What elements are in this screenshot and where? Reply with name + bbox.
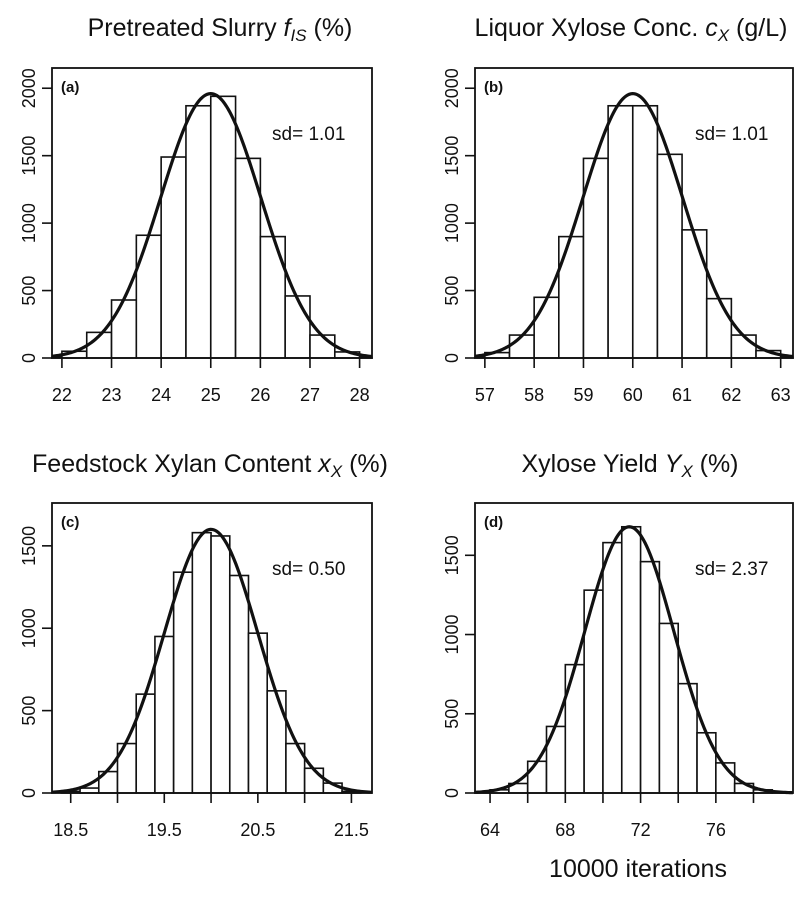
x-tick-label: 57 — [475, 385, 495, 405]
y-tick-label: 0 — [19, 788, 39, 798]
panel-b: 57 58 59 60 61 62 63 0 500 1000 1500 2000 (b) sd= 1.0… — [442, 67, 794, 405]
normal-fit-curve — [474, 525, 794, 795]
histogram-bar — [602, 541, 623, 794]
y-tick-label: 1500 — [442, 136, 462, 176]
panel-d: 64 68 72 76 0 500 1000 1500 (d) sd= 2.37 — [442, 502, 794, 840]
histogram-bar — [266, 690, 287, 794]
histogram-bar — [309, 334, 336, 359]
histogram-bar — [631, 104, 659, 359]
histogram-bar — [558, 235, 585, 359]
histogram-bar — [110, 299, 138, 359]
panel-letter: (b) — [484, 79, 503, 96]
sd-label: sd= 1.01 — [695, 124, 768, 145]
panel-title-d: Xylose Yield YX (%) — [521, 450, 739, 481]
histogram-bar — [681, 229, 708, 359]
iterations-label: 10000 iterations — [549, 855, 727, 883]
y-tick-label: 1000 — [442, 203, 462, 243]
histogram-bar — [730, 334, 757, 359]
histogram-bar — [705, 297, 733, 359]
x-tick-label: 28 — [350, 385, 370, 405]
histogram-bar — [160, 156, 187, 359]
plot-frame — [51, 67, 373, 359]
y-tick-label: 500 — [442, 699, 462, 729]
x-tick-label: 58 — [524, 385, 544, 405]
x-tick-label: 63 — [771, 385, 791, 405]
panel-title-b: Liquor Xylose Conc. cX (g/L) — [474, 14, 788, 45]
panel-c: 18.5 19.5 20.5 21.5 0 500 1000 1500 (c) sd= 0.50 — [19, 502, 373, 840]
y-tick-label: 2000 — [442, 68, 462, 108]
x-tick-label: 19.5 — [147, 820, 182, 840]
normal-fit-curve — [474, 92, 794, 359]
histogram-bar — [228, 574, 250, 794]
histogram-bar — [210, 535, 231, 794]
histogram-bar — [533, 296, 560, 359]
histogram-bar — [135, 234, 162, 359]
x-tick-label: 61 — [672, 385, 692, 405]
y-tick-label: 1000 — [442, 615, 462, 655]
histogram-bar — [582, 157, 609, 359]
x-tick-label: 62 — [721, 385, 741, 405]
panel-letter: (c) — [61, 514, 79, 531]
x-tick-label: 24 — [151, 385, 171, 405]
x-tick-label: 72 — [631, 820, 651, 840]
histogram-bar — [259, 235, 286, 359]
histogram-bar — [209, 95, 237, 359]
plot-frame — [51, 502, 373, 794]
histogram-bar — [620, 525, 642, 794]
y-tick-label: 500 — [19, 276, 39, 306]
y-tick-label: 2000 — [19, 68, 39, 108]
histogram-bar — [696, 731, 717, 794]
panel-title-c: Feedstock Xylan Content xX (%) — [32, 450, 388, 481]
y-tick-label: 1000 — [19, 203, 39, 243]
x-tick-label: 76 — [706, 820, 726, 840]
panel-letter: (a) — [61, 79, 79, 96]
y-tick-label: 1500 — [19, 136, 39, 176]
y-tick-label: 0 — [19, 353, 39, 363]
plot-frame — [474, 67, 794, 359]
normal-fit-curve — [51, 527, 373, 794]
y-tick-label: 1500 — [19, 526, 39, 566]
x-tick-label: 59 — [573, 385, 593, 405]
sd-label: sd= 0.50 — [272, 559, 345, 580]
histogram-bar — [284, 295, 311, 359]
plot-frame — [474, 502, 794, 794]
histogram-bar — [172, 571, 194, 794]
histogram-bar — [191, 531, 212, 794]
x-tick-label: 20.5 — [240, 820, 275, 840]
panel-letter: (d) — [484, 514, 503, 531]
y-tick-label: 0 — [442, 788, 462, 798]
histogram-bar — [526, 760, 548, 794]
x-tick-label: 23 — [102, 385, 122, 405]
sd-label: sd= 1.01 — [272, 124, 345, 145]
x-tick-label: 68 — [555, 820, 575, 840]
x-tick-label: 64 — [480, 820, 500, 840]
y-tick-label: 1000 — [19, 608, 39, 648]
histogram-bar — [607, 104, 634, 359]
y-tick-label: 0 — [442, 353, 462, 363]
x-tick-label: 26 — [250, 385, 270, 405]
y-tick-label: 500 — [442, 276, 462, 306]
x-tick-label: 25 — [201, 385, 221, 405]
panel-title-a: Pretreated Slurry fIS (%) — [87, 14, 353, 45]
normal-fit-curve — [51, 92, 373, 359]
x-tick-label: 18.5 — [53, 820, 88, 840]
x-tick-label: 60 — [623, 385, 643, 405]
x-tick-label: 21.5 — [334, 820, 369, 840]
histogram-bar — [303, 767, 325, 794]
sd-label: sd= 2.37 — [695, 559, 768, 580]
x-tick-label: 22 — [52, 385, 72, 405]
panel-a: 22 23 24 25 26 27 28 0 500 1000 1500 2000 (a) sd= 1.0… — [19, 67, 373, 405]
histogram-bar — [639, 560, 661, 794]
histogram-bar — [508, 334, 535, 359]
histogram-bar — [658, 622, 680, 794]
x-tick-label: 27 — [300, 385, 320, 405]
histogram-bar — [185, 104, 212, 359]
y-tick-label: 500 — [19, 696, 39, 726]
y-tick-label: 1500 — [442, 535, 462, 575]
